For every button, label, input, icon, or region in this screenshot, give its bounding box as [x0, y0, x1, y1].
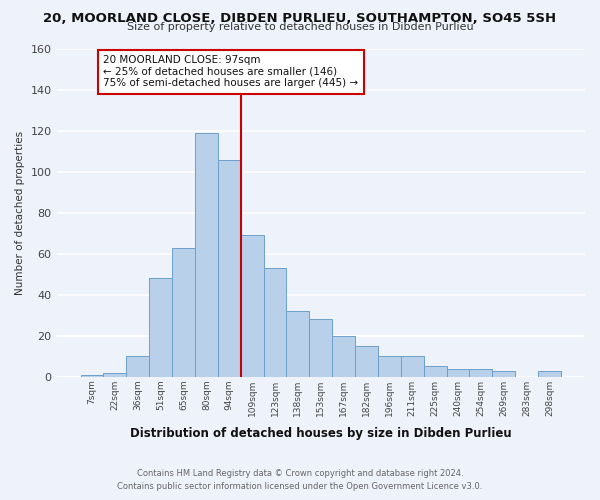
Bar — [446, 368, 469, 376]
X-axis label: Distribution of detached houses by size in Dibden Purlieu: Distribution of detached houses by size … — [130, 427, 512, 440]
Bar — [80, 374, 103, 376]
Bar — [286, 311, 310, 376]
Bar — [401, 356, 424, 376]
Bar — [127, 356, 149, 376]
Bar — [332, 336, 355, 376]
Bar — [424, 366, 446, 376]
Bar — [218, 160, 241, 376]
Bar — [493, 370, 515, 376]
Text: Size of property relative to detached houses in Dibden Purlieu: Size of property relative to detached ho… — [127, 22, 473, 32]
Bar — [241, 236, 263, 376]
Bar — [172, 248, 195, 376]
Bar — [310, 320, 332, 376]
Text: Contains HM Land Registry data © Crown copyright and database right 2024.
Contai: Contains HM Land Registry data © Crown c… — [118, 470, 482, 491]
Bar — [263, 268, 286, 376]
Bar — [378, 356, 401, 376]
Bar — [103, 372, 127, 376]
Bar — [469, 368, 493, 376]
Text: 20 MOORLAND CLOSE: 97sqm
← 25% of detached houses are smaller (146)
75% of semi-: 20 MOORLAND CLOSE: 97sqm ← 25% of detach… — [103, 55, 359, 88]
Text: 20, MOORLAND CLOSE, DIBDEN PURLIEU, SOUTHAMPTON, SO45 5SH: 20, MOORLAND CLOSE, DIBDEN PURLIEU, SOUT… — [43, 12, 557, 26]
Bar — [538, 370, 561, 376]
Y-axis label: Number of detached properties: Number of detached properties — [15, 131, 25, 295]
Bar — [195, 133, 218, 376]
Bar — [355, 346, 378, 376]
Bar — [149, 278, 172, 376]
